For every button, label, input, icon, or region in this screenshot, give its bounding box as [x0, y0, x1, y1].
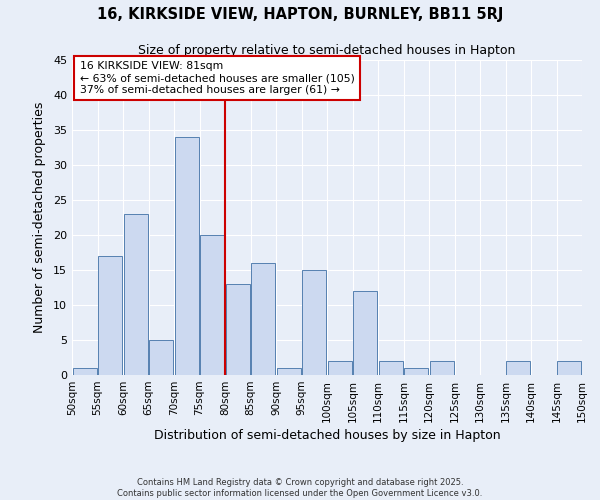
Bar [353, 291, 377, 375]
Bar [277, 368, 301, 375]
Y-axis label: Number of semi-detached properties: Number of semi-detached properties [33, 102, 46, 333]
Bar [302, 270, 326, 375]
Bar [557, 361, 581, 375]
Bar [149, 340, 173, 375]
Bar [506, 361, 530, 375]
Bar [98, 256, 122, 375]
X-axis label: Distribution of semi-detached houses by size in Hapton: Distribution of semi-detached houses by … [154, 429, 500, 442]
Bar [379, 361, 403, 375]
Bar [251, 263, 275, 375]
Text: 16 KIRKSIDE VIEW: 81sqm
← 63% of semi-detached houses are smaller (105)
37% of s: 16 KIRKSIDE VIEW: 81sqm ← 63% of semi-de… [80, 62, 355, 94]
Bar [226, 284, 250, 375]
Text: 16, KIRKSIDE VIEW, HAPTON, BURNLEY, BB11 5RJ: 16, KIRKSIDE VIEW, HAPTON, BURNLEY, BB11… [97, 8, 503, 22]
Bar [73, 368, 97, 375]
Title: Size of property relative to semi-detached houses in Hapton: Size of property relative to semi-detach… [139, 44, 515, 58]
Bar [404, 368, 428, 375]
Bar [200, 235, 224, 375]
Bar [328, 361, 352, 375]
Text: Contains HM Land Registry data © Crown copyright and database right 2025.
Contai: Contains HM Land Registry data © Crown c… [118, 478, 482, 498]
Bar [124, 214, 148, 375]
Bar [175, 137, 199, 375]
Bar [430, 361, 454, 375]
